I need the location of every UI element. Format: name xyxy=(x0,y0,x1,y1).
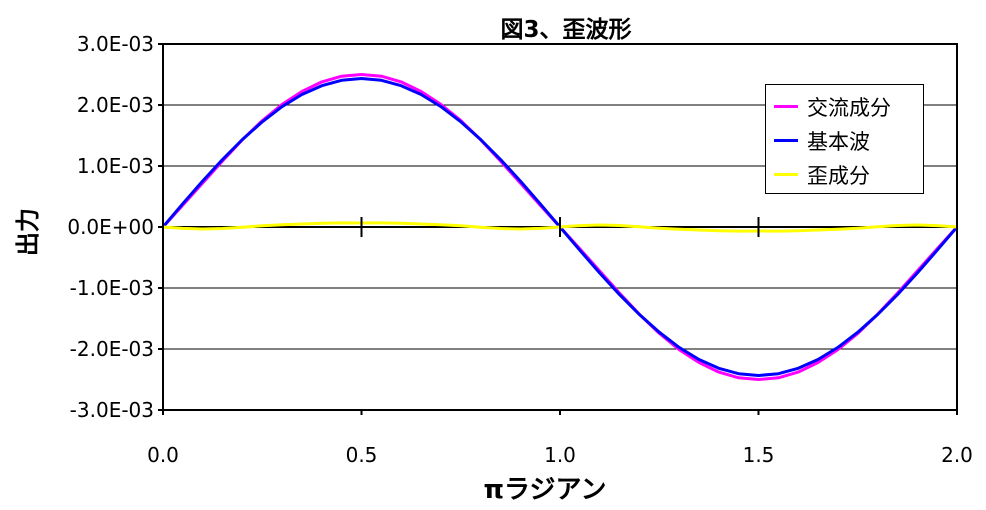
x-axis-ticks: 0.0 0.5 1.0 1.5 2.0 xyxy=(147,217,973,467)
legend-item-distortion: 歪成分 xyxy=(766,157,923,191)
legend-label-distortion: 歪成分 xyxy=(807,164,870,188)
legend-label-fundamental: 基本波 xyxy=(807,130,870,154)
legend-swatch-fundamental xyxy=(774,139,798,142)
legend-swatch-ac xyxy=(774,105,798,108)
y-tick-label: 3.0E-03 xyxy=(77,32,154,56)
y-tick-label: -1.0E-03 xyxy=(70,276,154,300)
y-tick-label: 2.0E-03 xyxy=(77,93,154,117)
y-tick-label: 1.0E-03 xyxy=(77,154,154,178)
chart-title: 図3、歪波形 xyxy=(500,17,631,43)
legend: 交流成分 基本波 歪成分 xyxy=(765,84,924,194)
y-tick-label: 0.0E+00 xyxy=(67,215,154,239)
x-tick-label: 1.5 xyxy=(743,443,775,467)
y-tick-label: -3.0E-03 xyxy=(70,398,154,422)
y-axis-ticks: 3.0E-03 2.0E-03 1.0E-03 0.0E+00 -1.0E-03 -2.0… xyxy=(67,32,163,422)
x-tick-label: 0.0 xyxy=(147,443,179,467)
legend-swatch-distortion xyxy=(774,173,798,176)
legend-label-ac: 交流成分 xyxy=(807,96,891,120)
legend-item-fundamental: 基本波 xyxy=(766,123,923,157)
x-tick-label: 2.0 xyxy=(941,443,973,467)
x-axis-label: πラジアン xyxy=(483,475,606,505)
y-tick-label: -2.0E-03 xyxy=(70,337,154,361)
legend-item-ac: 交流成分 xyxy=(766,89,923,123)
x-tick-label: 1.0 xyxy=(544,443,576,467)
x-tick-label: 0.5 xyxy=(346,443,378,467)
y-axis-label: 出力 xyxy=(14,208,42,256)
